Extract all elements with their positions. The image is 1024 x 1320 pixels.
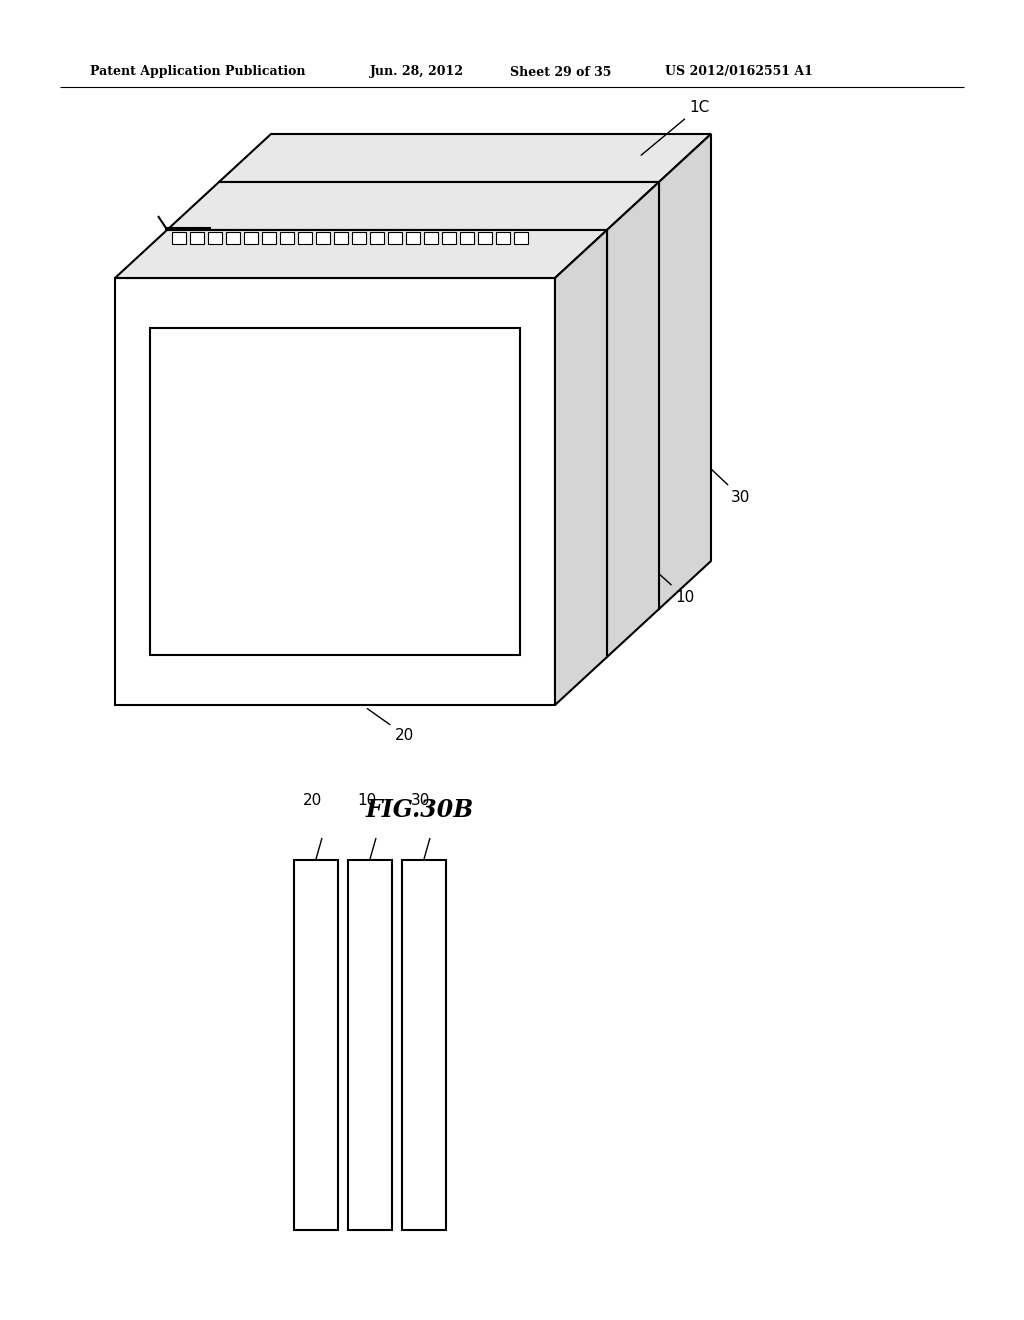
Polygon shape bbox=[607, 182, 659, 657]
Polygon shape bbox=[442, 232, 456, 244]
Polygon shape bbox=[150, 327, 520, 655]
Polygon shape bbox=[244, 232, 258, 244]
Text: 10: 10 bbox=[357, 793, 377, 808]
Polygon shape bbox=[514, 232, 528, 244]
Polygon shape bbox=[496, 232, 510, 244]
Text: 20: 20 bbox=[368, 709, 415, 742]
Polygon shape bbox=[298, 232, 312, 244]
Text: FIG.30A: FIG.30A bbox=[367, 150, 473, 174]
Text: 10: 10 bbox=[659, 574, 694, 605]
Polygon shape bbox=[370, 232, 384, 244]
Polygon shape bbox=[208, 232, 222, 244]
Polygon shape bbox=[348, 861, 392, 1230]
Polygon shape bbox=[262, 232, 276, 244]
Polygon shape bbox=[190, 232, 204, 244]
Polygon shape bbox=[352, 232, 366, 244]
Text: 1C: 1C bbox=[641, 99, 710, 156]
Text: Patent Application Publication: Patent Application Publication bbox=[90, 66, 305, 78]
Text: Y: Y bbox=[162, 306, 171, 321]
Polygon shape bbox=[280, 232, 294, 244]
Polygon shape bbox=[219, 135, 711, 182]
Polygon shape bbox=[115, 230, 607, 279]
Polygon shape bbox=[460, 232, 474, 244]
Text: Jun. 28, 2012: Jun. 28, 2012 bbox=[370, 66, 464, 78]
Polygon shape bbox=[388, 232, 402, 244]
Polygon shape bbox=[226, 232, 240, 244]
Polygon shape bbox=[555, 230, 607, 705]
Polygon shape bbox=[659, 135, 711, 609]
Polygon shape bbox=[167, 230, 607, 657]
Polygon shape bbox=[316, 232, 330, 244]
Polygon shape bbox=[406, 232, 420, 244]
Text: 20: 20 bbox=[303, 793, 323, 808]
Polygon shape bbox=[424, 232, 438, 244]
Polygon shape bbox=[115, 279, 555, 705]
Text: 30: 30 bbox=[711, 469, 751, 504]
Text: US 2012/0162551 A1: US 2012/0162551 A1 bbox=[665, 66, 813, 78]
Text: X: X bbox=[238, 220, 249, 235]
Text: 30: 30 bbox=[412, 793, 431, 808]
Text: Sheet 29 of 35: Sheet 29 of 35 bbox=[510, 66, 611, 78]
Polygon shape bbox=[334, 232, 348, 244]
Polygon shape bbox=[219, 182, 659, 609]
Polygon shape bbox=[294, 861, 338, 1230]
Polygon shape bbox=[402, 861, 446, 1230]
Polygon shape bbox=[167, 182, 659, 230]
Polygon shape bbox=[478, 232, 492, 244]
Polygon shape bbox=[172, 232, 186, 244]
Text: FIG.30B: FIG.30B bbox=[366, 799, 474, 822]
